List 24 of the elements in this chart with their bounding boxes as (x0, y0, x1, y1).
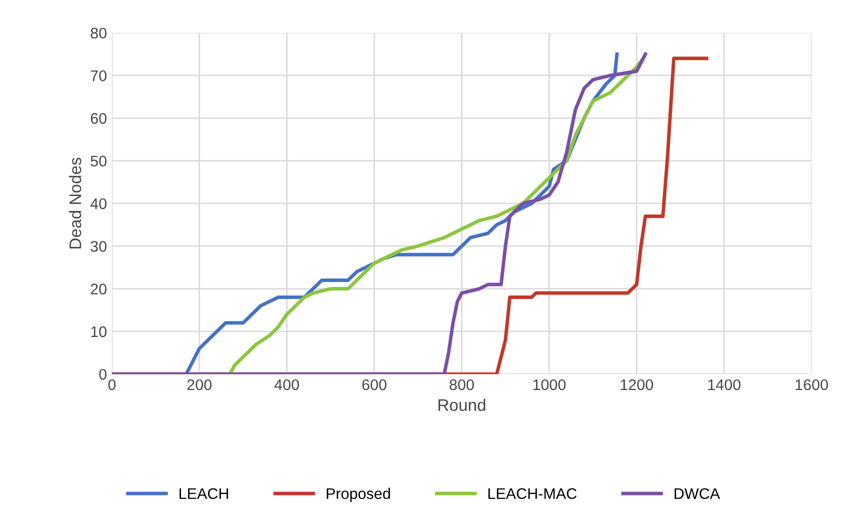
legend-label: Proposed (326, 488, 390, 502)
x-tick-label: 0 (108, 379, 116, 390)
x-tick-label: 1400 (708, 379, 740, 390)
y-tick-label: 50 (90, 156, 106, 166)
legend-label: DWCA (674, 488, 720, 500)
y-tick-label: 20 (90, 284, 106, 294)
legend-label: LEACH (180, 488, 228, 500)
legend-label: LEACH-MAC (488, 488, 577, 500)
y-tick-label: 60 (90, 113, 106, 124)
y-tick-label: 70 (90, 70, 106, 82)
x-tick-label: 200 (187, 379, 212, 390)
y-tick-label: 0 (99, 368, 106, 380)
y-axis-title: Dead Nodes (68, 158, 82, 248)
x-tick-label: 1200 (620, 379, 654, 390)
x-axis-title: Round (438, 398, 486, 411)
y-tick-label: 80 (90, 28, 106, 39)
x-tick-label: 1600 (796, 379, 828, 390)
x-tick-label: 400 (274, 379, 299, 390)
x-tick-label: 600 (362, 379, 386, 390)
y-tick-label: 10 (91, 326, 106, 338)
y-tick-label: 30 (90, 240, 106, 252)
x-tick-label: 800 (450, 379, 474, 390)
y-tick-label: 40 (90, 198, 106, 210)
x-tick-label: 1000 (533, 379, 566, 390)
